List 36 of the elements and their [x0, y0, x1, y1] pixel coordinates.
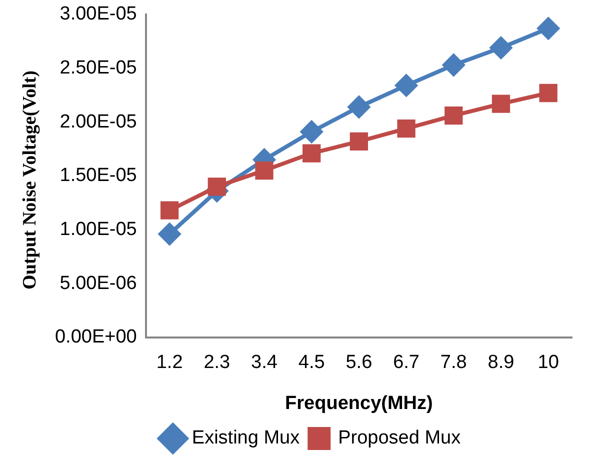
- x-tick-label: 4.5: [298, 352, 325, 374]
- legend-label: Existing Mux: [192, 428, 300, 449]
- point: [397, 119, 416, 138]
- x-tick-label: 10: [538, 352, 559, 374]
- point: [302, 144, 321, 162]
- point: [255, 161, 274, 180]
- point: [492, 94, 510, 113]
- x-tick-label: 8.9: [488, 352, 514, 374]
- y-tick-label: 2.00E-05: [60, 111, 137, 132]
- x-tick-label: 6.7: [393, 352, 420, 374]
- point: [539, 84, 558, 102]
- x-tick-label: 3.4: [251, 352, 278, 374]
- x-tick-label: 1.2: [156, 352, 183, 374]
- point: [442, 54, 465, 76]
- point: [300, 120, 323, 143]
- y-tick-label: 3.00E-05: [60, 4, 137, 25]
- y-tick-label: 0.00E+00: [54, 326, 137, 348]
- point: [160, 201, 179, 220]
- y-tick-label: 1.50E-05: [60, 165, 137, 186]
- point: [348, 96, 370, 118]
- x-tick-label: 7.8: [440, 352, 467, 374]
- x-tick-label: 5.6: [346, 352, 372, 374]
- legend-label: Proposed Mux: [338, 428, 462, 449]
- y-tick-label: 2.50E-05: [60, 57, 137, 78]
- y-axis-title: Output Noise Voltage(Volt): [19, 70, 41, 290]
- point: [158, 223, 181, 246]
- point: [537, 17, 560, 40]
- point: [350, 132, 368, 151]
- point: [490, 36, 512, 59]
- y-tick-label: 5.00E-06: [60, 272, 137, 294]
- x-axis-title: Frequency(MHz): [285, 392, 433, 414]
- point: [444, 106, 463, 125]
- point: [208, 178, 226, 196]
- point: [395, 74, 418, 96]
- x-tick-label: 2.3: [204, 352, 230, 374]
- y-tick-label: 1.00E-05: [60, 218, 137, 240]
